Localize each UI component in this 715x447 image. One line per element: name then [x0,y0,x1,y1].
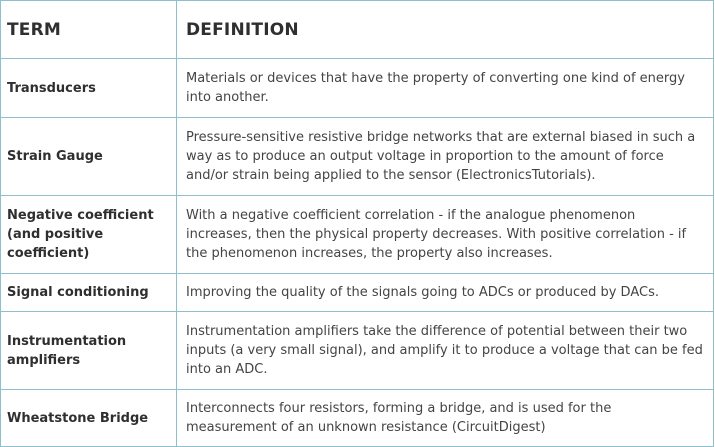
term-cell: Negative coefficient (and positive coeff… [0,195,177,274]
table-row: Negative coefficient (and positive coeff… [0,195,714,274]
definition-cell: Interconnects four resistors, forming a … [176,389,714,447]
table-row: Signal conditioning Improving the qualit… [0,273,714,312]
definition-cell: Instrumentation amplifiers take the diff… [176,311,714,390]
table-header: TERM DEFINITION [0,0,714,59]
term-cell: Wheatstone Bridge [0,389,177,447]
term-cell: Transducers [0,58,177,118]
definition-cell: Pressure-sensitive resistive bridge netw… [176,117,714,196]
table-row: Wheatstone Bridge Interconnects four res… [0,389,714,447]
table-row: Instrumentation amplifiers Instrumentati… [0,311,714,390]
definition-cell: With a negative coefficient correlation … [176,195,714,274]
definition-column-header: DEFINITION [176,0,714,59]
table-body: Transducers Materials or devices that ha… [0,58,714,447]
table-row: Strain Gauge Pressure-sensitive resistiv… [0,117,714,196]
term-cell: Signal conditioning [0,273,177,312]
term-column-header: TERM [0,0,177,59]
definition-cell: Improving the quality of the signals goi… [176,273,714,312]
table-row: Transducers Materials or devices that ha… [0,58,714,118]
header-row: TERM DEFINITION [0,0,714,59]
term-cell: Instrumentation amplifiers [0,311,177,390]
term-cell: Strain Gauge [0,117,177,196]
definition-cell: Materials or devices that have the prope… [176,58,714,118]
